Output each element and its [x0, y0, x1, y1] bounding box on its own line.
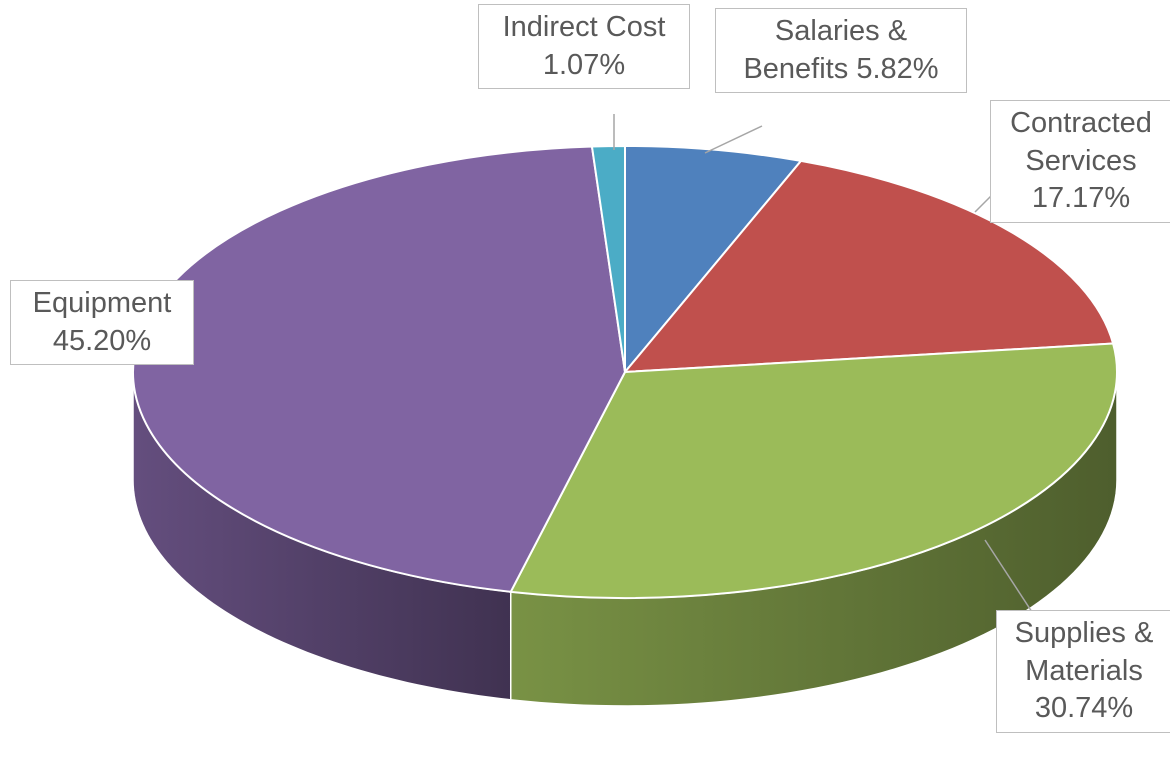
label-category: Supplies & Materials	[1014, 617, 1154, 687]
label-category: Salaries & Benefits	[743, 15, 908, 85]
leader-line	[974, 194, 993, 213]
label-category: Equipment	[32, 287, 172, 319]
slice	[624, 144, 803, 375]
label-value: 30.74%	[1034, 692, 1134, 725]
data-label: Indirect Cost 1.07%	[478, 4, 690, 90]
data-label: Salaries & Benefits 5.82%	[715, 8, 967, 94]
label-value: 5.82%	[856, 52, 939, 85]
leader-line	[704, 125, 763, 154]
label-value: 17.17%	[1031, 182, 1131, 215]
slice	[509, 342, 1118, 599]
label-category: Contracted Services	[1010, 107, 1152, 177]
data-label: Contracted Services 17.17%	[990, 100, 1170, 224]
leader-line	[984, 539, 1033, 613]
label-value: 1.07%	[542, 48, 626, 81]
data-label: Equipment 45.20%	[10, 280, 194, 366]
slice	[590, 144, 626, 373]
label-value: 45.20%	[52, 324, 152, 357]
slice	[622, 159, 1115, 374]
data-label: Supplies & Materials 30.74%	[996, 610, 1170, 734]
label-category: Indirect Cost	[502, 11, 666, 43]
